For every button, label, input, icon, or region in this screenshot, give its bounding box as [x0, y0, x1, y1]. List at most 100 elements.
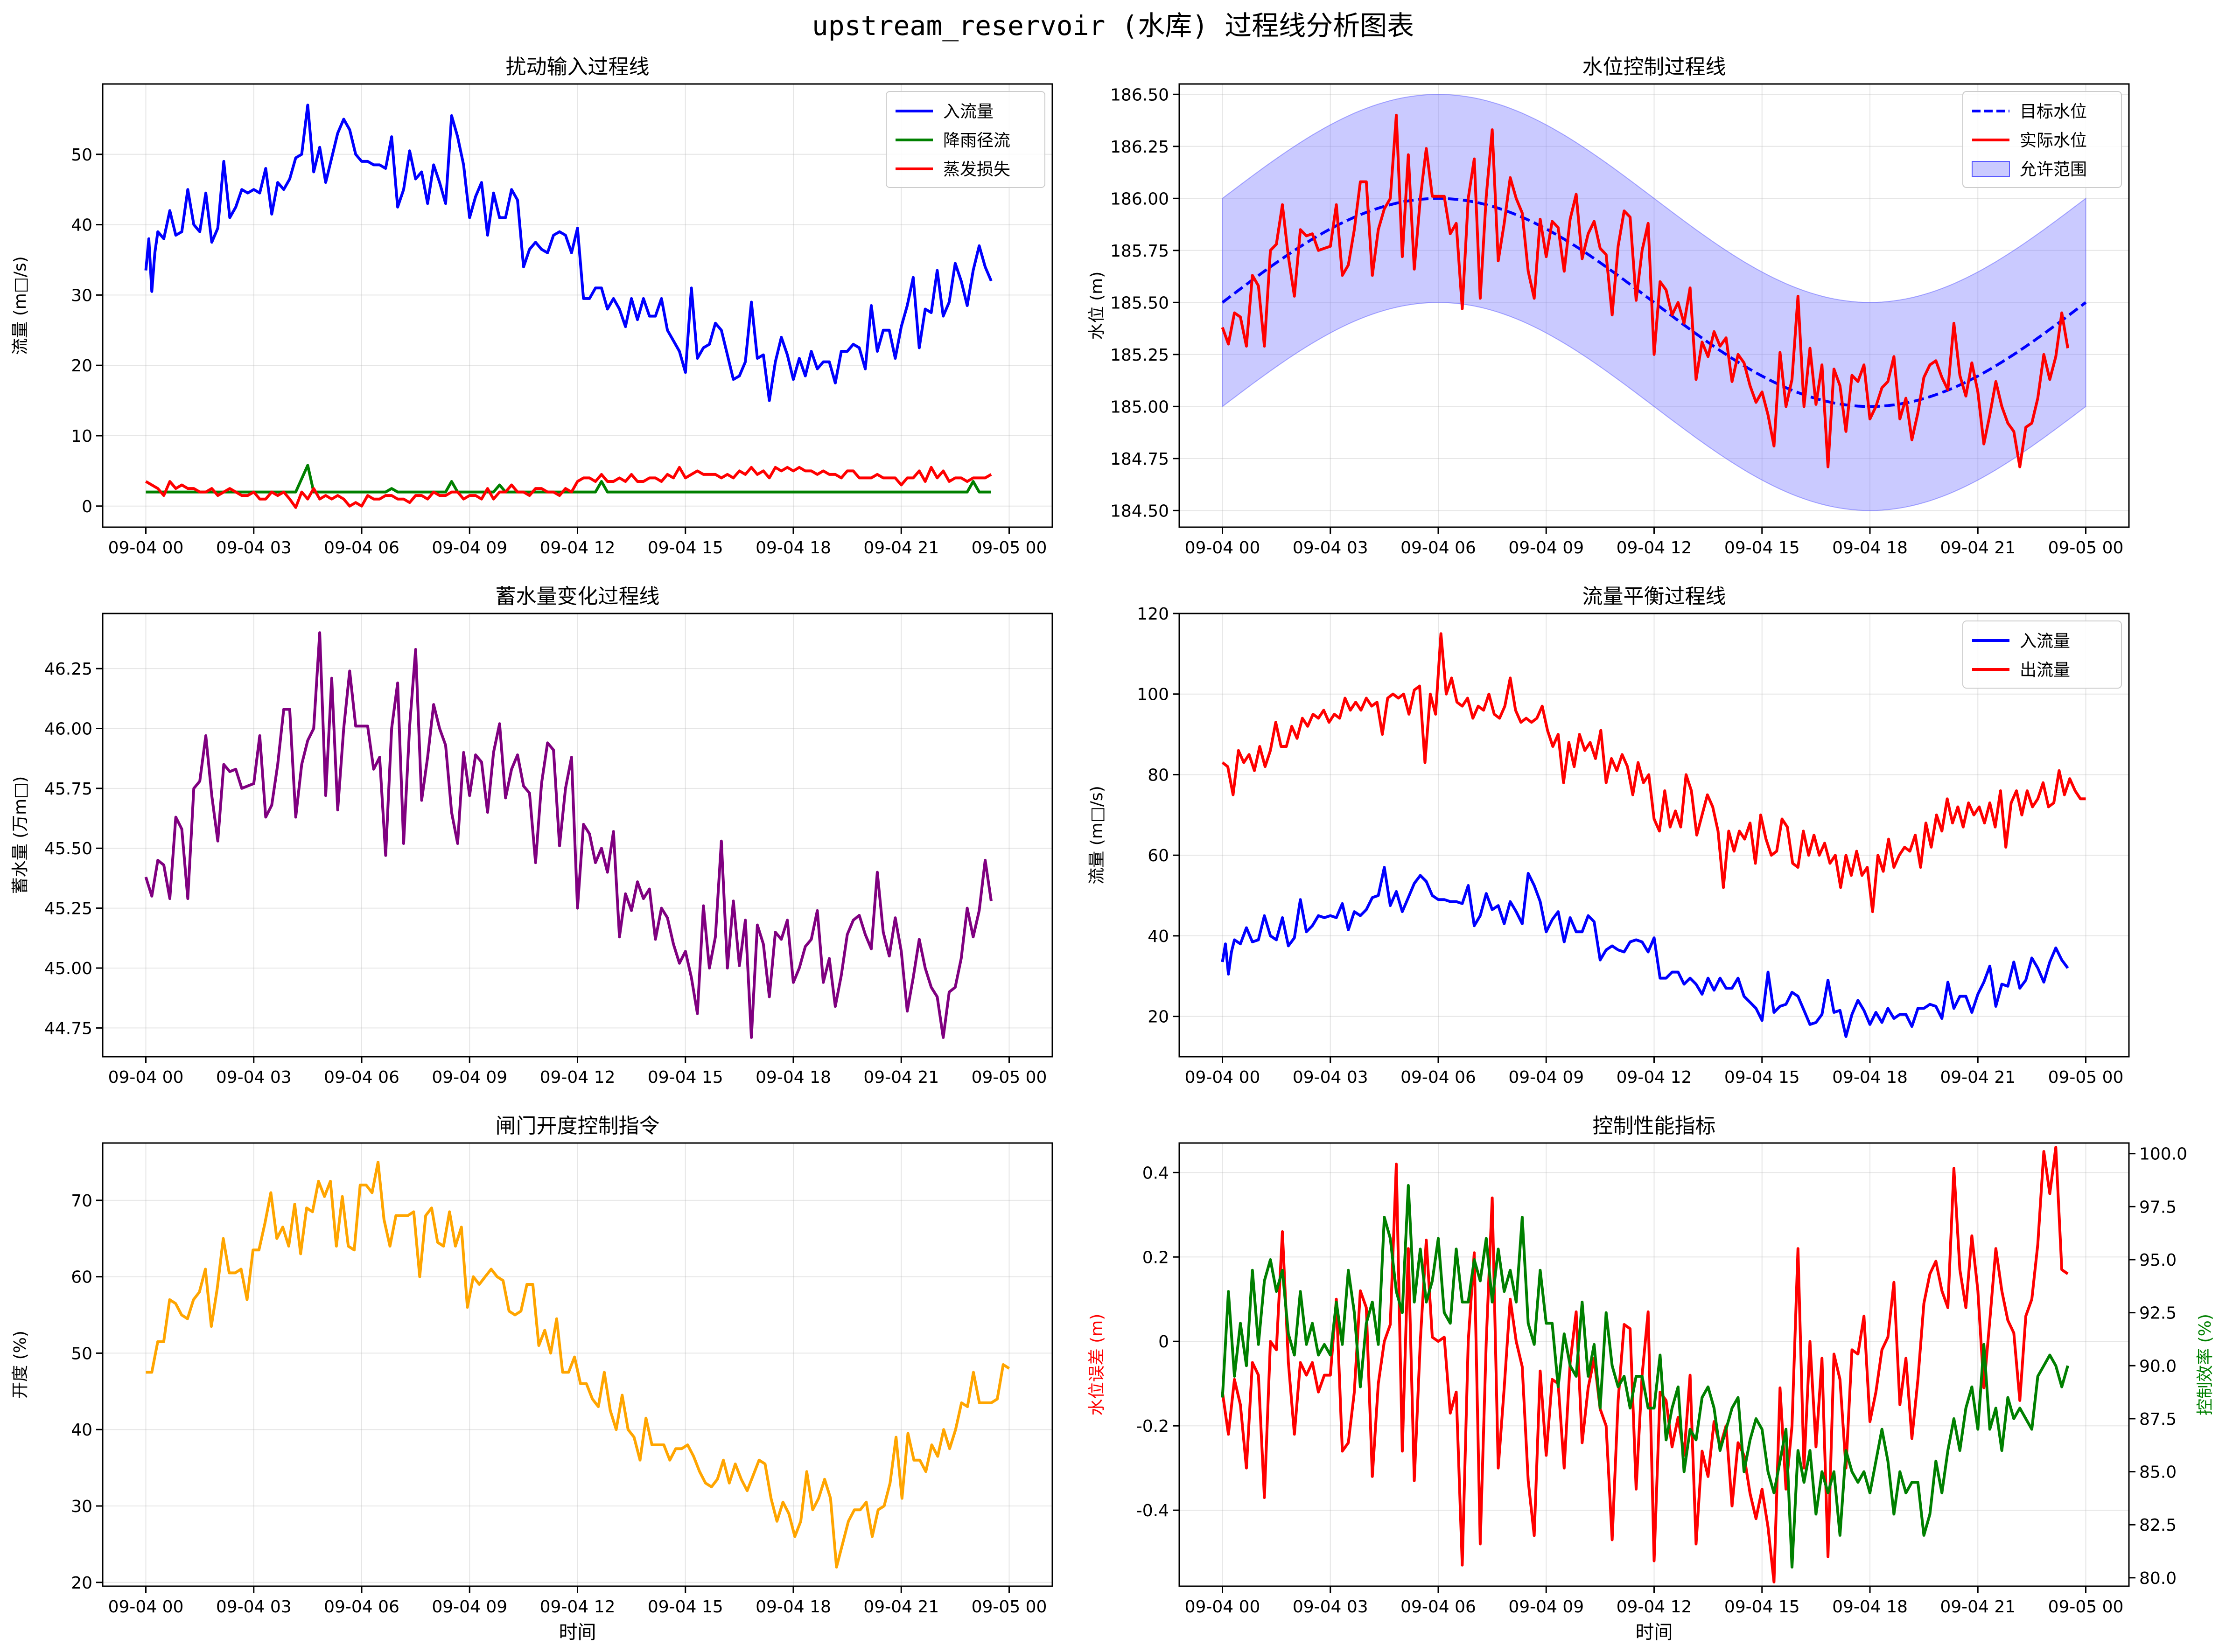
- x-tick-label: 09-05 00: [2048, 538, 2124, 558]
- legend-label: 出流量: [2020, 661, 2070, 680]
- y-tick-label: 186.00: [1110, 189, 1169, 209]
- y-tick-label: 30: [71, 286, 92, 305]
- legend-label: 入流量: [943, 102, 994, 121]
- y-axis-label: 流量 (m□/s): [11, 256, 30, 355]
- legend-swatch: [1972, 161, 2010, 177]
- y-axis-label: 水位误差 (m): [1087, 1314, 1106, 1416]
- x-tick-label: 09-04 12: [540, 1597, 616, 1617]
- x-tick-label: 09-05 00: [2048, 1597, 2124, 1617]
- legend-box: [886, 91, 1045, 188]
- y-tick-label: 120: [1137, 605, 1169, 624]
- x-tick-label: 09-04 06: [324, 1068, 399, 1087]
- y-tick-label: 45.25: [44, 899, 92, 919]
- x-tick-label: 09-04 00: [1185, 538, 1260, 558]
- x-tick-label: 09-04 06: [1400, 1597, 1476, 1617]
- x-tick-label: 09-04 18: [756, 1068, 831, 1087]
- y-tick-label: 185.25: [1110, 346, 1169, 365]
- x-tick-label: 09-04 03: [216, 538, 292, 558]
- y-tick-label: 70: [71, 1192, 92, 1211]
- plot-frame: [1178, 1142, 2130, 1587]
- y-right-tick-label: 100.0: [2139, 1145, 2187, 1164]
- legend-label: 实际水位: [2020, 131, 2087, 150]
- y-tick-label: 45.00: [44, 959, 92, 978]
- y-tick-label: 46.25: [44, 660, 92, 679]
- y-tick-label: 40: [71, 1421, 92, 1440]
- x-tick-label: 09-04 15: [648, 538, 723, 558]
- panel-title: 控制性能指标: [1593, 1114, 1716, 1138]
- legend-box: [1962, 620, 2122, 689]
- x-tick-label: 09-04 06: [324, 1597, 399, 1617]
- panel-level: 水位控制过程线 09-04 00 09-04 03 09-04 06 09-04 09 0…: [1087, 55, 2130, 558]
- x-tick-label: 09-04 18: [1832, 1068, 1908, 1087]
- legend-label: 入流量: [2020, 632, 2070, 651]
- y-tick-label: 40: [1148, 927, 1169, 946]
- panel-title: 闸门开度控制指令: [496, 1114, 660, 1138]
- y-tick-label: 0: [1158, 1332, 1169, 1352]
- series-line-1: [146, 1160, 1010, 1569]
- x-axis-label: 时间: [1636, 1622, 1673, 1643]
- y-tick-label: 50: [71, 1344, 92, 1363]
- y-tick-label: 184.75: [1110, 450, 1169, 469]
- x-tick-label: 09-04 09: [1508, 1068, 1584, 1087]
- y-tick-label: 46.00: [44, 719, 92, 739]
- y-right-tick-label: 95.0: [2139, 1251, 2177, 1270]
- legend-label: 降雨径流: [943, 131, 1010, 150]
- y-axis-label: 开度 (%): [11, 1331, 30, 1399]
- y-tick-label: 20: [1148, 1008, 1169, 1027]
- y-tick-label: 10: [71, 427, 92, 446]
- plot-frame: [1178, 83, 2130, 528]
- legend-label: 允许范围: [2020, 160, 2087, 179]
- y-tick-label: 185.50: [1110, 293, 1169, 313]
- y-tick-label: 60: [71, 1268, 92, 1287]
- y-right-tick-label: 87.5: [2139, 1410, 2177, 1429]
- target-level-line: [1221, 197, 2087, 408]
- x-tick-label: 09-04 12: [540, 1068, 616, 1087]
- x-tick-label: 09-05 00: [972, 538, 1047, 558]
- x-tick-label: 09-04 12: [1617, 1068, 1692, 1087]
- x-tick-label: 09-04 15: [1724, 1597, 1800, 1617]
- x-tick-label: 09-04 21: [863, 538, 939, 558]
- figure-title: upstream_reservoir (水库) 过程线分析图表: [812, 10, 1414, 42]
- y-tick-label: 44.75: [44, 1019, 92, 1038]
- x-tick-label: 09-04 09: [432, 1068, 507, 1087]
- plot-frame: [102, 613, 1053, 1058]
- series-line-1: [144, 104, 993, 402]
- y-tick-label: 45.75: [44, 780, 92, 799]
- x-tick-label: 09-04 03: [216, 1597, 292, 1617]
- plot-frame: [102, 83, 1053, 528]
- x-tick-label: 09-04 15: [648, 1597, 723, 1617]
- x-tick-label: 09-05 00: [972, 1597, 1047, 1617]
- y-tick-label: 50: [71, 146, 92, 165]
- panel-gate: 闸门开度控制指令 09-04 00 09-04 03 09-04 06 09-04 09…: [11, 1114, 1053, 1643]
- x-tick-label: 09-04 18: [756, 538, 831, 558]
- y-tick-label: 186.50: [1110, 85, 1169, 105]
- y-right-tick-label: 97.5: [2139, 1198, 2177, 1217]
- y-right-tick-label: 80.0: [2139, 1569, 2177, 1588]
- plot-frame: [1178, 613, 2130, 1058]
- y-tick-label: 60: [1148, 846, 1169, 865]
- x-tick-label: 09-04 18: [756, 1597, 831, 1617]
- series-line-2: [1221, 1184, 2069, 1569]
- y-right-tick-label: 82.5: [2139, 1516, 2177, 1535]
- x-tick-label: 09-04 09: [1508, 1597, 1584, 1617]
- x-tick-label: 09-04 09: [1508, 538, 1584, 558]
- y-tick-label: 100: [1137, 685, 1169, 704]
- series-line-1: [1221, 113, 2069, 468]
- y-tick-label: 30: [71, 1497, 92, 1516]
- y-right-tick-label: 90.0: [2139, 1357, 2177, 1376]
- y-tick-label: 0: [82, 497, 92, 516]
- x-tick-label: 09-04 21: [1940, 538, 2016, 558]
- y-tick-label: 184.50: [1110, 502, 1169, 521]
- panel-disturbance: 扰动输入过程线 09-04 00 09-04 03 09-04 06 09-04 09 0…: [11, 55, 1053, 558]
- x-tick-label: 09-04 15: [1724, 538, 1800, 558]
- y-tick-label: 20: [71, 1574, 92, 1593]
- x-tick-label: 09-04 00: [1185, 1068, 1260, 1087]
- legend-label: 蒸发损失: [943, 160, 1010, 179]
- y-axis-label: 蓄水量 (万m□): [11, 776, 30, 894]
- panel-title: 蓄水量变化过程线: [496, 585, 660, 608]
- y-tick-label: -0.2: [1136, 1417, 1169, 1436]
- y-tick-label: -0.4: [1136, 1501, 1169, 1520]
